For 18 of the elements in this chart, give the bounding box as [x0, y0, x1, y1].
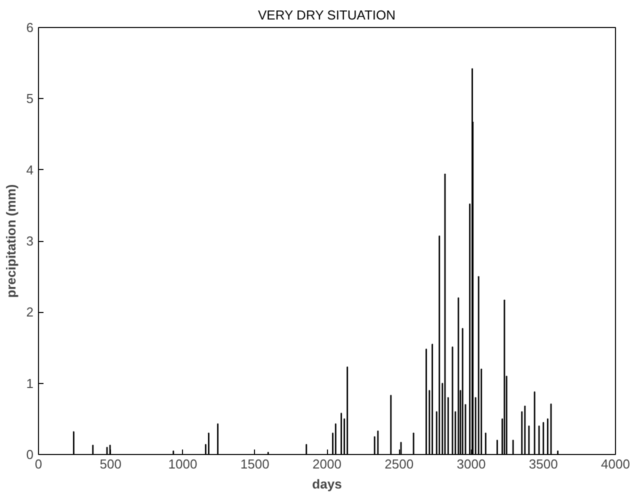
chart-title: VERY DRY SITUATION — [258, 8, 396, 22]
y-axis-title: precipitation (mm) — [3, 184, 18, 298]
y-tick-label: 5 — [26, 91, 34, 106]
y-tick-label: 0 — [26, 447, 34, 462]
x-tick-label: 2500 — [384, 456, 414, 472]
x-tick-label: 2000 — [312, 456, 342, 472]
y-tick-label: 3 — [26, 234, 34, 248]
x-axis-title: days — [312, 476, 342, 492]
x-tick-label: 3500 — [528, 456, 558, 472]
y-tick-label: 1 — [26, 376, 34, 391]
y-tick-label: 6 — [26, 20, 34, 35]
x-tick-label: 1500 — [240, 456, 270, 472]
x-tick-label: 1000 — [168, 456, 198, 472]
y-tick-label: 4 — [26, 162, 34, 178]
x-tick-label: 3000 — [456, 456, 486, 472]
x-tick-label: 4000 — [601, 456, 630, 472]
x-tick-label: 500 — [100, 456, 122, 472]
y-tick-label: 2 — [26, 304, 34, 320]
